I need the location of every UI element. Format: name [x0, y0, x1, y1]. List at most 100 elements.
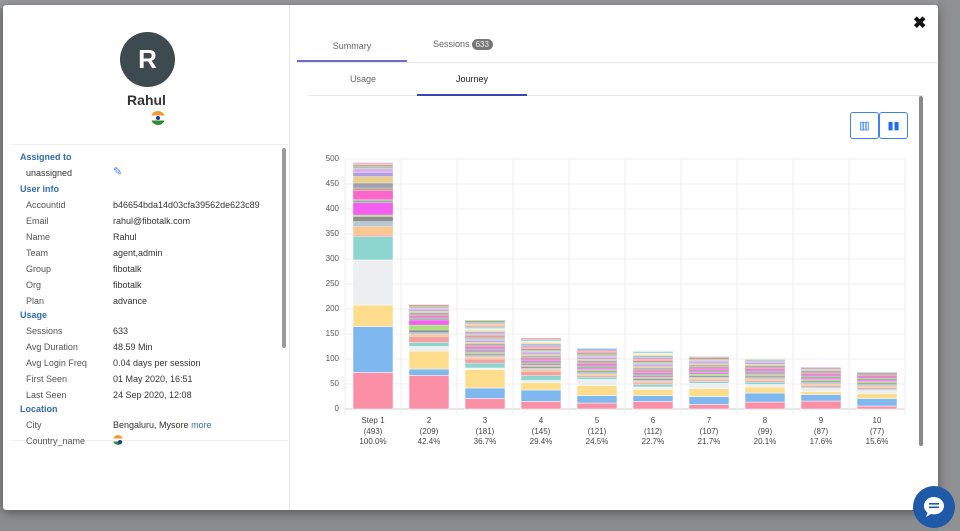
- bar-segment[interactable]: [408, 332, 450, 335]
- bar-segment[interactable]: [856, 375, 898, 378]
- bar-segment[interactable]: [576, 366, 618, 369]
- bar-segment[interactable]: [632, 364, 674, 367]
- bar-segment[interactable]: [744, 365, 786, 368]
- bar-segment[interactable]: [688, 376, 730, 379]
- bar-segment[interactable]: [576, 358, 618, 361]
- bar-segment[interactable]: [352, 182, 394, 189]
- bar-segment[interactable]: [352, 259, 394, 306]
- map-view-button[interactable]: ▮▮: [879, 112, 908, 139]
- bar-segment[interactable]: [744, 381, 786, 385]
- bar-segment[interactable]: [408, 324, 450, 331]
- bar-segment[interactable]: [576, 367, 618, 370]
- bar-segment[interactable]: [576, 395, 618, 404]
- bar-segment[interactable]: [520, 351, 562, 354]
- bar-segment[interactable]: [856, 388, 898, 391]
- left-scrollbar[interactable]: [282, 148, 286, 348]
- bar-segment[interactable]: [632, 384, 674, 388]
- bar-segment[interactable]: [520, 364, 562, 367]
- bar-segment[interactable]: [800, 385, 842, 388]
- bar-segment[interactable]: [576, 372, 618, 375]
- bar-segment[interactable]: [856, 390, 898, 394]
- bar-segment[interactable]: [408, 346, 450, 352]
- bar-segment[interactable]: [800, 386, 842, 389]
- bar-segment[interactable]: [408, 316, 450, 319]
- bar-segment[interactable]: [744, 378, 786, 381]
- more-link[interactable]: more: [191, 420, 212, 430]
- subtab-journey[interactable]: Journey: [455, 74, 489, 84]
- bar-segment[interactable]: [632, 395, 674, 402]
- bar-segment[interactable]: [352, 234, 394, 237]
- bar-segment[interactable]: [632, 389, 674, 396]
- bar-segment[interactable]: [520, 348, 562, 351]
- chart-scrollbar[interactable]: [919, 96, 923, 446]
- bar-segment[interactable]: [576, 360, 618, 363]
- bar-segment[interactable]: [856, 405, 898, 410]
- bar-segment[interactable]: [464, 322, 506, 325]
- bar-segment[interactable]: [688, 383, 730, 389]
- bar-segment[interactable]: [464, 398, 506, 410]
- bar-segment[interactable]: [632, 360, 674, 363]
- bar-segment[interactable]: [352, 162, 394, 165]
- bar-segment[interactable]: [352, 304, 394, 327]
- bar-segment[interactable]: [520, 342, 562, 345]
- bar-segment[interactable]: [744, 363, 786, 366]
- bar-segment[interactable]: [464, 326, 506, 329]
- bar-segment[interactable]: [464, 362, 506, 369]
- bar-segment[interactable]: [856, 381, 898, 384]
- bar-segment[interactable]: [632, 376, 674, 379]
- bar-segment[interactable]: [856, 393, 898, 399]
- bar-segment[interactable]: [408, 350, 450, 370]
- bar-segment[interactable]: [632, 358, 674, 361]
- bar-segment[interactable]: [632, 375, 674, 378]
- bar-segment[interactable]: [408, 313, 450, 316]
- bar-segment[interactable]: [688, 378, 730, 381]
- tab-summary[interactable]: Summary: [332, 41, 372, 51]
- bar-segment[interactable]: [632, 361, 674, 364]
- bar-segment[interactable]: [632, 363, 674, 366]
- bar-segment[interactable]: [744, 360, 786, 363]
- bar-segment[interactable]: [632, 367, 674, 370]
- bar-segment[interactable]: [520, 355, 562, 358]
- bar-segment[interactable]: [520, 358, 562, 361]
- bar-segment[interactable]: [352, 236, 394, 261]
- bar-segment[interactable]: [576, 357, 618, 360]
- bar-segment[interactable]: [856, 382, 898, 385]
- bar-segment[interactable]: [800, 391, 842, 395]
- bar-segment[interactable]: [520, 369, 562, 372]
- bar-segment[interactable]: [408, 318, 450, 321]
- bar-segment[interactable]: [576, 402, 618, 410]
- bar-segment[interactable]: [856, 376, 898, 379]
- bar-segment[interactable]: [688, 367, 730, 370]
- bar-segment[interactable]: [464, 387, 506, 399]
- bar-segment[interactable]: [632, 355, 674, 358]
- bar-segment[interactable]: [744, 372, 786, 375]
- bar-segment[interactable]: [688, 388, 730, 397]
- bar-segment[interactable]: [632, 366, 674, 369]
- tab-sessions[interactable]: Sessions 633: [413, 39, 513, 50]
- bar-segment[interactable]: [352, 216, 394, 222]
- bar-segment[interactable]: [856, 372, 898, 375]
- bar-segment[interactable]: [464, 334, 506, 337]
- bar-segment[interactable]: [744, 369, 786, 372]
- bar-segment[interactable]: [352, 164, 394, 167]
- bar-segment[interactable]: [464, 325, 506, 328]
- bar-segment[interactable]: [800, 380, 842, 383]
- edit-icon[interactable]: ✎: [113, 166, 123, 178]
- bar-segment[interactable]: [464, 329, 506, 332]
- bar-segment[interactable]: [520, 360, 562, 363]
- bar-segment[interactable]: [576, 379, 618, 386]
- bar-segment[interactable]: [688, 361, 730, 364]
- bar-segment[interactable]: [800, 383, 842, 386]
- bar-segment[interactable]: [632, 372, 674, 375]
- bar-segment[interactable]: [520, 346, 562, 349]
- bar-segment[interactable]: [520, 337, 562, 340]
- bar-segment[interactable]: [464, 335, 506, 338]
- bar-segment[interactable]: [856, 373, 898, 376]
- bar-segment[interactable]: [744, 368, 786, 371]
- bar-segment[interactable]: [352, 226, 394, 236]
- bar-segment[interactable]: [408, 304, 450, 306]
- bar-segment[interactable]: [744, 401, 786, 410]
- bar-segment[interactable]: [464, 352, 506, 355]
- bar-segment[interactable]: [576, 354, 618, 357]
- bar-segment[interactable]: [576, 361, 618, 364]
